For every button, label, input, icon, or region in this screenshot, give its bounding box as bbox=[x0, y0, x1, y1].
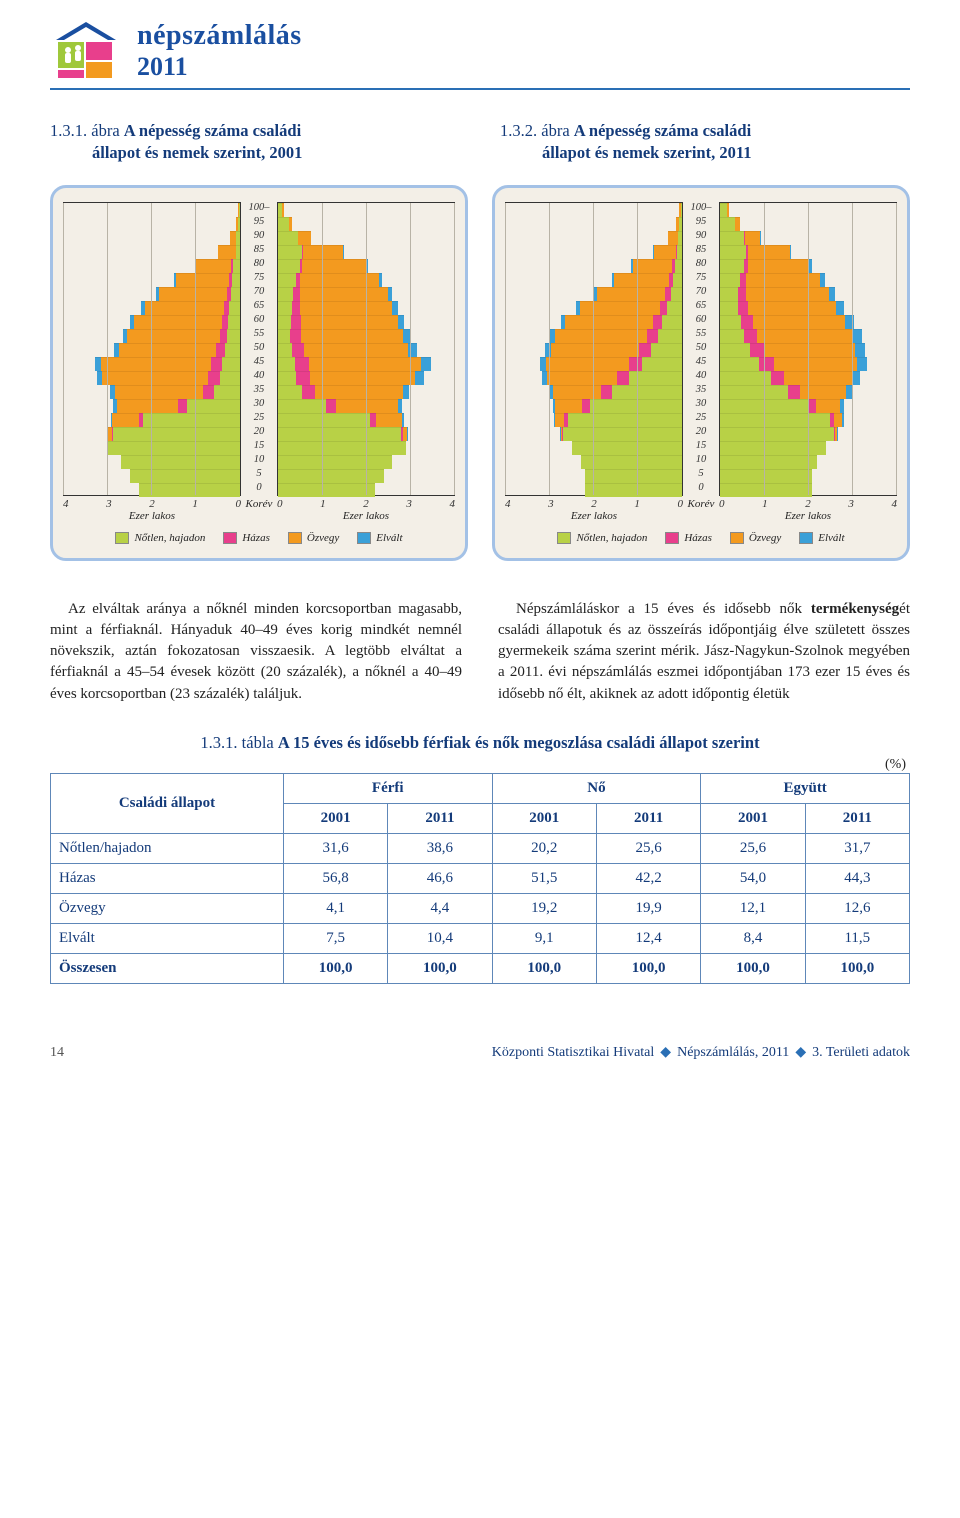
body-para-left: Az elváltak aránya a nőknél minden korcs… bbox=[50, 599, 462, 705]
legend-item: Házas bbox=[223, 532, 270, 544]
brand-text: népszámlálás 2011 bbox=[137, 20, 302, 82]
chart-legend: Nőtlen, hajadon Házas Özvegy Elvált bbox=[63, 532, 455, 544]
legend-item: Nőtlen, hajadon bbox=[557, 532, 647, 544]
data-table: Családi állapotFérfiNőEgyütt200120112001… bbox=[50, 773, 910, 984]
header-rule bbox=[50, 88, 910, 90]
table-unit: (%) bbox=[50, 757, 910, 773]
legend-item: Nőtlen, hajadon bbox=[115, 532, 205, 544]
brand-line1: népszámlálás bbox=[137, 20, 302, 52]
body-para-right: Népszámláláskor a 15 éves és idősebb nők… bbox=[498, 599, 910, 705]
table-title: 1.3.1. tábla A 15 éves és idősebb férfia… bbox=[50, 733, 910, 753]
table-row: Elvált7,510,49,112,48,411,5 bbox=[51, 924, 910, 954]
table-row: Nőtlen/hajadon31,638,620,225,625,631,7 bbox=[51, 834, 910, 864]
legend-item: Elvált bbox=[357, 532, 402, 544]
chart2-card: Férfi100–9590858075706560555045403530252… bbox=[492, 185, 910, 561]
page-footer: 14 Központi Statisztikai Hivatal◆Népszám… bbox=[50, 1044, 910, 1061]
brand-mark bbox=[50, 20, 122, 82]
table-row: Házas56,846,651,542,254,044,3 bbox=[51, 864, 910, 894]
table-total-row: Összesen100,0100,0100,0100,0100,0100,0 bbox=[51, 954, 910, 984]
legend-item: Elvált bbox=[799, 532, 844, 544]
chart1-card: Férfi100–9590858075706560555045403530252… bbox=[50, 185, 468, 561]
brand-logo: népszámlálás 2011 bbox=[50, 20, 910, 82]
page-number: 14 bbox=[50, 1045, 64, 1061]
footer-source: Központi Statisztikai Hivatal◆Népszámlál… bbox=[492, 1044, 910, 1061]
chart-legend: Nőtlen, hajadon Házas Özvegy Elvált bbox=[505, 532, 897, 544]
col-rowhead: Családi állapot bbox=[51, 774, 284, 834]
chart2-title-l2: állapot és nemek szerint, 2011 bbox=[500, 142, 910, 164]
legend-item: Özvegy bbox=[288, 532, 339, 544]
chart1-title: 1.3.1. ábra A népesség száma családi bbox=[50, 120, 460, 142]
legend-item: Özvegy bbox=[730, 532, 781, 544]
table-row: Özvegy4,14,419,219,912,112,6 bbox=[51, 894, 910, 924]
chart1-title-l2: állapot és nemek szerint, 2001 bbox=[50, 142, 460, 164]
legend-item: Házas bbox=[665, 532, 712, 544]
brand-line2: 2011 bbox=[137, 52, 302, 82]
chart2-title: 1.3.2. ábra A népesség száma családi bbox=[500, 120, 910, 142]
